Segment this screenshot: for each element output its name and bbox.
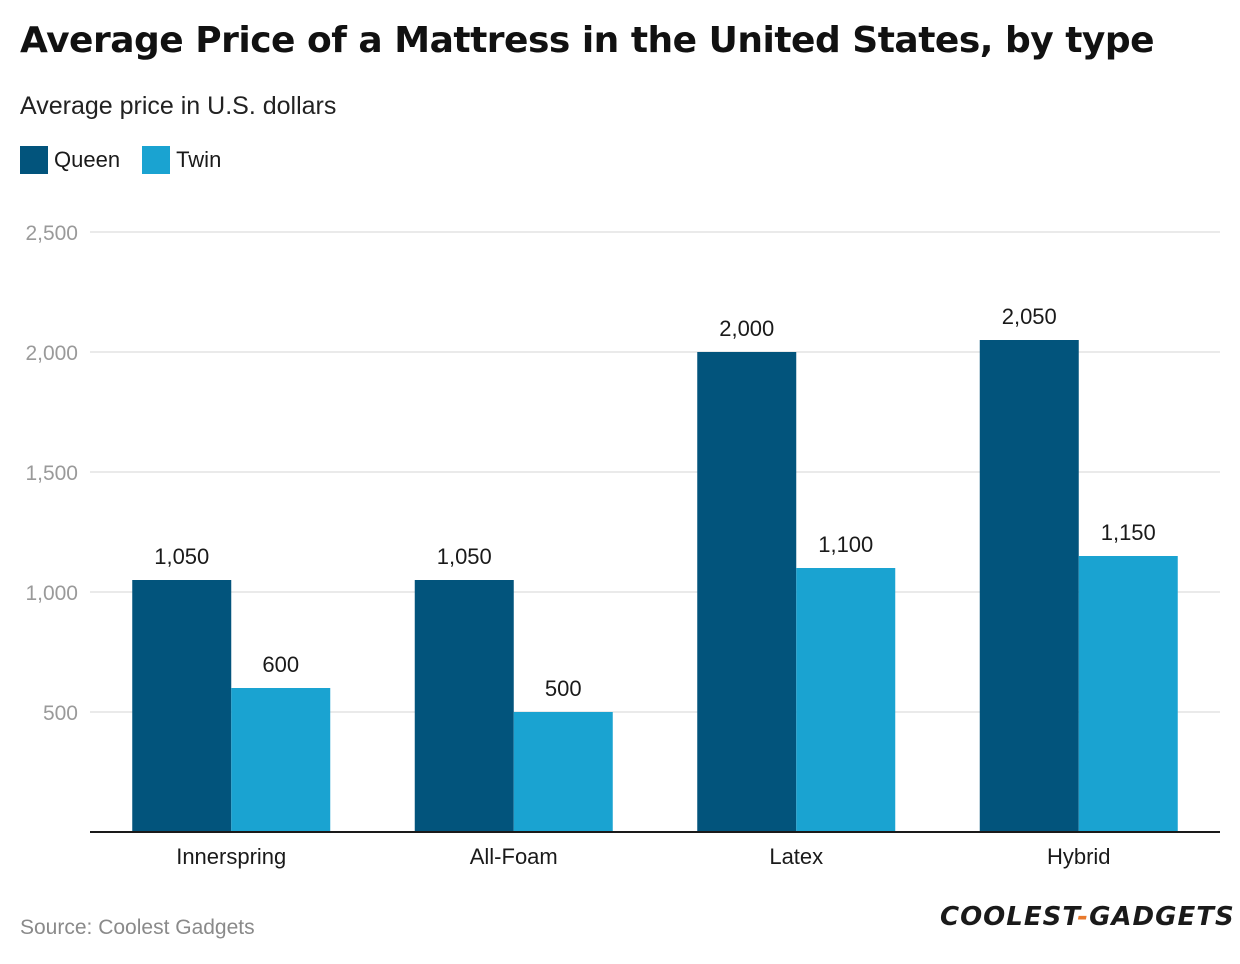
y-tick-label: 2,000 <box>25 342 78 365</box>
x-tick-label: Latex <box>769 844 823 869</box>
data-label: 600 <box>262 652 299 677</box>
x-tick-label: Hybrid <box>1047 844 1111 869</box>
data-label: 1,050 <box>154 544 209 569</box>
bar-queen-latex <box>697 352 797 832</box>
legend: Queen Twin <box>20 146 243 174</box>
data-label: 500 <box>545 676 582 701</box>
legend-swatch-twin <box>142 146 171 174</box>
y-tick-label: 2,500 <box>25 222 78 245</box>
y-tick-label: 1,000 <box>25 582 78 605</box>
x-tick-label: Innerspring <box>176 844 286 869</box>
chart-title: Average Price of a Mattress in the Unite… <box>20 20 1155 61</box>
brand-logo-separator: - <box>1077 902 1090 932</box>
source-note: Source: Coolest Gadgets <box>20 916 255 939</box>
legend-swatch-queen <box>20 146 48 174</box>
brand-logo: COOLEST-GADGETS <box>940 902 1235 932</box>
bar-queen-hybrid <box>979 340 1079 832</box>
bar-queen-all-foam <box>414 580 514 832</box>
y-tick-label: 500 <box>43 702 78 725</box>
legend-label-twin: Twin <box>176 147 222 172</box>
legend-item-twin: Twin <box>142 146 221 174</box>
y-tick-label: 1,500 <box>25 462 78 485</box>
chart-subtitle: Average price in U.S. dollars <box>20 92 337 120</box>
x-tick-label: All-Foam <box>470 844 558 869</box>
bar-twin-all-foam <box>513 712 613 832</box>
data-label: 1,100 <box>818 532 873 557</box>
data-label: 1,050 <box>437 544 492 569</box>
bar-twin-latex <box>796 568 896 832</box>
brand-logo-left: COOLEST <box>940 902 1078 932</box>
legend-item-queen: Queen <box>20 146 120 174</box>
legend-label-queen: Queen <box>54 147 121 172</box>
bar-twin-innerspring <box>231 688 331 832</box>
data-label: 1,150 <box>1101 520 1156 545</box>
bar-twin-hybrid <box>1078 556 1178 832</box>
brand-logo-right: GADGETS <box>1089 902 1235 932</box>
bar-queen-innerspring <box>132 580 232 832</box>
data-label: 2,050 <box>1002 304 1057 329</box>
data-label: 2,000 <box>719 316 774 341</box>
